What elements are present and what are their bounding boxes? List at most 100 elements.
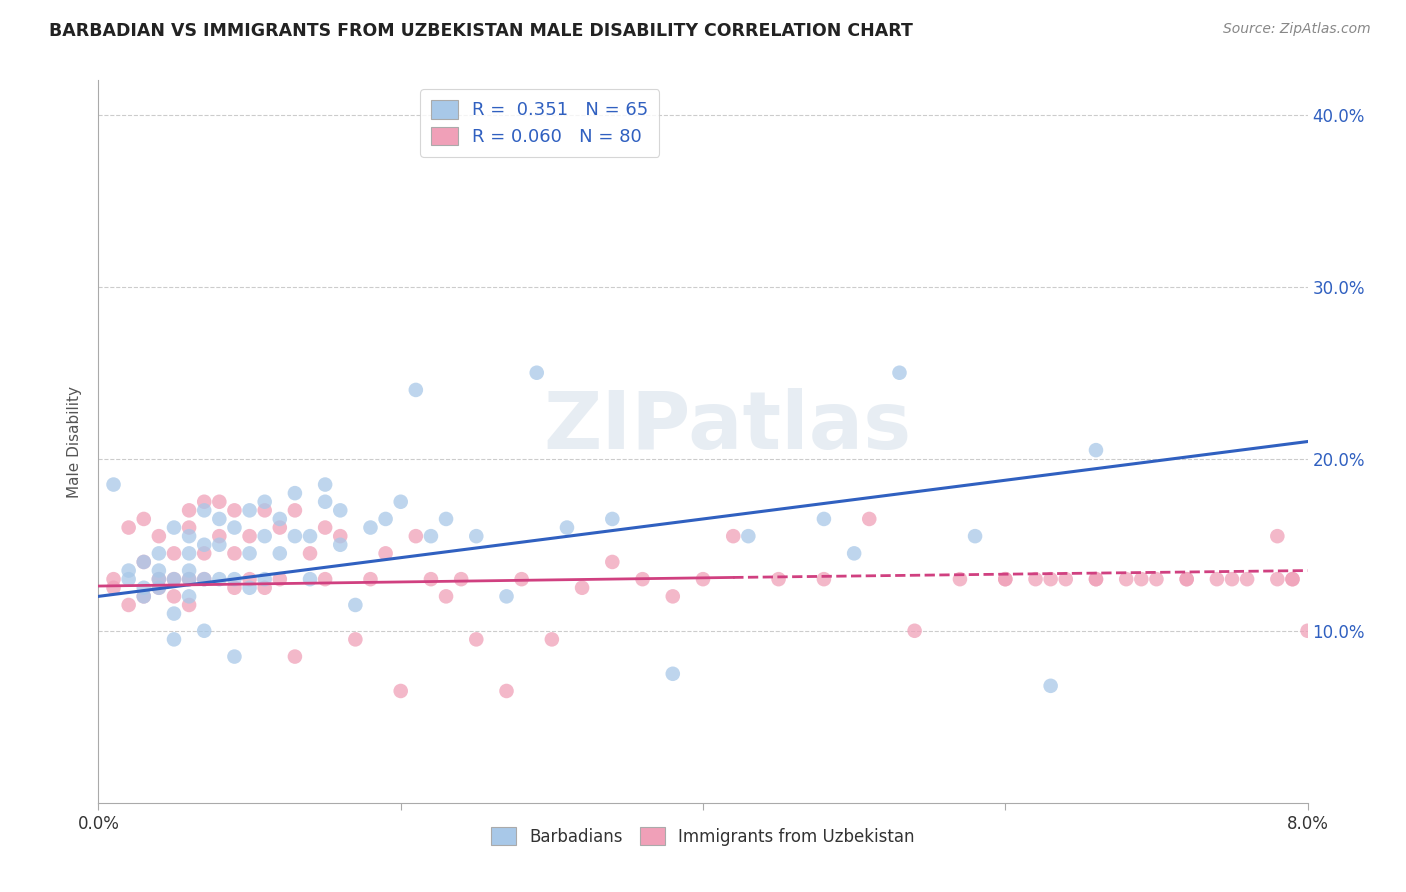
Point: [118, 564, 141, 578]
Point: [631, 572, 654, 586]
Point: [269, 520, 291, 534]
Point: [132, 590, 155, 604]
Point: [540, 632, 562, 647]
Point: [179, 598, 201, 612]
Point: [253, 572, 276, 586]
Point: [148, 572, 170, 586]
Point: [239, 572, 262, 586]
Point: [193, 572, 215, 586]
Point: [526, 366, 548, 380]
Point: [224, 546, 246, 560]
Point: [1206, 572, 1229, 586]
Point: [495, 684, 517, 698]
Point: [193, 572, 215, 586]
Point: [813, 572, 835, 586]
Point: [224, 649, 246, 664]
Point: [374, 512, 396, 526]
Point: [269, 546, 291, 560]
Point: [284, 529, 307, 543]
Point: [193, 503, 215, 517]
Point: [148, 581, 170, 595]
Point: [163, 632, 186, 647]
Point: [314, 572, 336, 586]
Point: [299, 529, 322, 543]
Point: [420, 529, 443, 543]
Point: [949, 572, 972, 586]
Point: [118, 598, 141, 612]
Point: [314, 520, 336, 534]
Point: [389, 494, 412, 508]
Point: [239, 503, 262, 517]
Point: [1115, 572, 1137, 586]
Point: [1267, 529, 1289, 543]
Legend: Barbadians, Immigrants from Uzbekistan: Barbadians, Immigrants from Uzbekistan: [485, 821, 921, 852]
Point: [253, 494, 276, 508]
Point: [314, 477, 336, 491]
Point: [253, 529, 276, 543]
Point: [239, 546, 262, 560]
Point: [208, 529, 231, 543]
Point: [434, 512, 457, 526]
Point: [329, 503, 352, 517]
Point: [239, 529, 262, 543]
Point: [1175, 572, 1198, 586]
Point: [179, 503, 201, 517]
Point: [103, 477, 125, 491]
Point: [314, 494, 336, 508]
Point: [284, 503, 307, 517]
Point: [389, 684, 412, 698]
Point: [661, 590, 683, 604]
Point: [163, 520, 186, 534]
Point: [148, 572, 170, 586]
Point: [224, 572, 246, 586]
Point: [193, 538, 215, 552]
Point: [465, 632, 488, 647]
Point: [284, 486, 307, 500]
Point: [299, 572, 322, 586]
Point: [465, 529, 488, 543]
Point: [193, 624, 215, 638]
Point: [132, 555, 155, 569]
Point: [179, 520, 201, 534]
Point: [163, 572, 186, 586]
Point: [148, 546, 170, 560]
Point: [329, 538, 352, 552]
Point: [148, 581, 170, 595]
Point: [163, 590, 186, 604]
Point: [510, 572, 533, 586]
Point: [179, 590, 201, 604]
Point: [844, 546, 866, 560]
Text: Source: ZipAtlas.com: Source: ZipAtlas.com: [1223, 22, 1371, 37]
Point: [571, 581, 593, 595]
Point: [374, 546, 396, 560]
Point: [994, 572, 1017, 586]
Point: [179, 546, 201, 560]
Point: [299, 546, 322, 560]
Point: [723, 529, 745, 543]
Point: [253, 581, 276, 595]
Point: [224, 503, 246, 517]
Point: [1025, 572, 1047, 586]
Point: [269, 572, 291, 586]
Point: [1281, 572, 1303, 586]
Point: [1296, 624, 1319, 638]
Point: [1220, 572, 1243, 586]
Point: [405, 529, 427, 543]
Point: [1039, 679, 1062, 693]
Point: [132, 581, 155, 595]
Point: [360, 572, 382, 586]
Point: [1039, 572, 1062, 586]
Point: [163, 572, 186, 586]
Point: [193, 494, 215, 508]
Point: [405, 383, 427, 397]
Point: [163, 607, 186, 621]
Point: [768, 572, 790, 586]
Point: [1236, 572, 1258, 586]
Point: [1085, 572, 1108, 586]
Point: [118, 572, 141, 586]
Point: [1130, 572, 1153, 586]
Point: [692, 572, 714, 586]
Point: [344, 598, 367, 612]
Point: [132, 555, 155, 569]
Point: [284, 649, 307, 664]
